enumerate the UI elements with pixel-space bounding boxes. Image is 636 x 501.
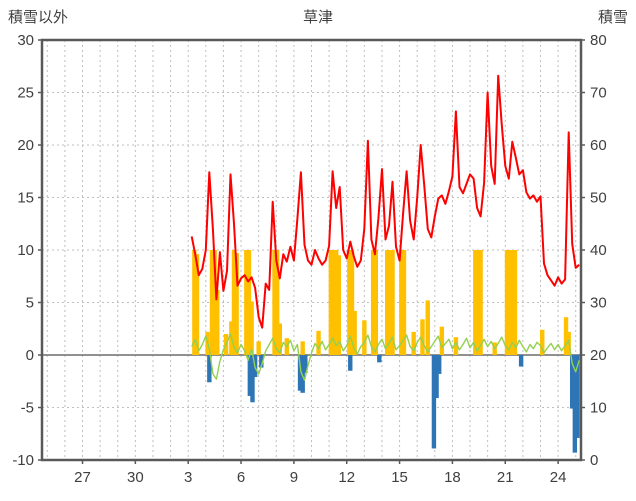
left-tick-label: 0 xyxy=(26,347,34,364)
x-tick-label: 15 xyxy=(391,469,408,486)
right-tick-label: 50 xyxy=(590,190,607,207)
left-tick-label: 25 xyxy=(17,85,34,102)
left-tick-label: 10 xyxy=(17,242,34,259)
x-tick-label: 9 xyxy=(290,469,298,486)
left-tick-label: 30 xyxy=(17,32,34,49)
x-tick-label: 18 xyxy=(444,469,461,486)
blue-bars xyxy=(207,355,580,453)
right-axis-title: 積雪 xyxy=(597,9,628,26)
left-axis-title: 積雪以外 xyxy=(8,9,69,26)
green-line xyxy=(191,333,580,381)
right-tick-label: 40 xyxy=(590,242,607,259)
x-tick-label: 21 xyxy=(497,469,514,486)
x-tick-label: 24 xyxy=(550,469,567,486)
x-tick-label: 12 xyxy=(338,469,355,486)
left-tick-label: 5 xyxy=(26,295,34,312)
red-line xyxy=(190,74,580,329)
chart-title: 草津 xyxy=(302,9,333,26)
x-tick-label: 3 xyxy=(184,469,192,486)
right-tick-label: 10 xyxy=(590,400,607,417)
right-tick-label: 70 xyxy=(590,85,607,102)
left-tick-label: 20 xyxy=(17,137,34,154)
right-tick-label: 30 xyxy=(590,295,607,312)
right-tick-label: 60 xyxy=(590,137,607,154)
left-tick-label: -10 xyxy=(12,452,34,469)
left-tick-label: -5 xyxy=(21,400,34,417)
left-tick-label: 15 xyxy=(17,190,34,207)
right-tick-label: 80 xyxy=(590,32,607,49)
right-tick-label: 20 xyxy=(590,347,607,364)
right-tick-label: 0 xyxy=(590,452,598,469)
x-tick-label: 27 xyxy=(74,469,91,486)
x-tick-label: 30 xyxy=(127,469,144,486)
x-tick-label: 6 xyxy=(237,469,245,486)
gridlines xyxy=(42,40,581,460)
